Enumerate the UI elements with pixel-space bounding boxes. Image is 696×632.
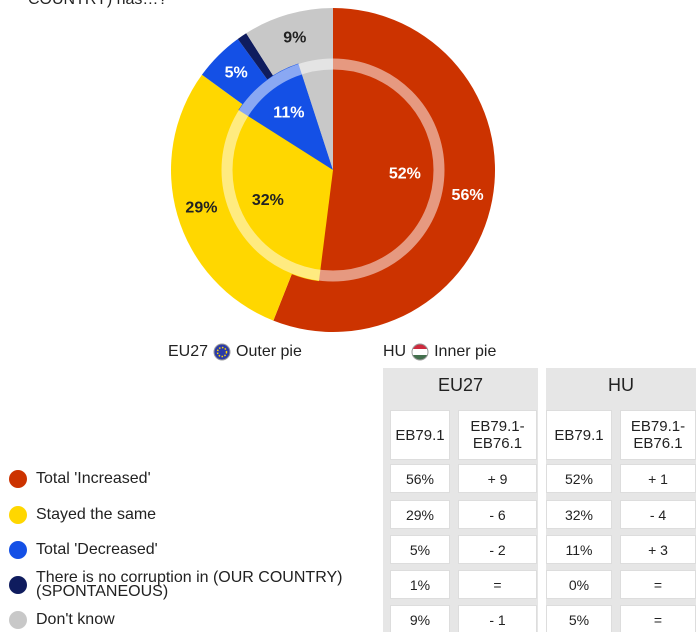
value-label: 32% [252,192,284,209]
table-cell: 0% [546,570,612,599]
group-header: HU [546,368,696,402]
value-label: 52% [389,166,421,183]
table-cell: - 6 [458,500,537,529]
slice [298,58,333,170]
table-cell: 52% [546,464,612,493]
ring [221,58,445,282]
slice [318,58,445,282]
table-cell: + 1 [620,464,696,493]
table-cell: 32% [546,500,612,529]
legend-ring: Outer pie [236,343,302,360]
legend-swatch [9,506,27,524]
table-cell: - 2 [458,535,537,564]
table-cell: 11% [546,535,612,564]
pie-chart: 56% 29% 5% 9% 52% 32% 11% [170,8,495,332]
table-cell: = [458,570,537,599]
legend-series: HU [383,343,407,360]
table-cell: 5% [390,535,450,564]
table-cell: - 4 [620,500,696,529]
legend-swatch [9,576,27,594]
column-header: EB79.1-EB76.1 [620,410,696,460]
legend-inner: HU Inner pie [383,343,496,361]
value-label: 9% [283,30,306,47]
value-label: 5% [225,64,248,81]
table-cell: + 3 [620,535,696,564]
value-label: 29% [185,199,217,216]
column-header: EB79.1-EB76.1 [458,410,537,460]
row-label: Total 'Decreased' [36,541,158,558]
eu-flag [213,343,231,361]
legend-ring: Inner pie [434,343,497,360]
table-cell: 5% [546,605,612,632]
group-header: EU27 [383,368,538,402]
column-header: EB79.1 [390,410,450,460]
row-label: Don't know [36,611,115,628]
table-cell: 1% [390,570,450,599]
legend-swatch [9,470,27,488]
row-label: There is no corruption in (OUR COUNTRY) … [36,569,343,600]
table-cell: 29% [390,500,450,529]
hu-flag [411,343,429,361]
value-label: 11% [273,104,304,121]
table-cell: - 1 [458,605,537,632]
value-label: 56% [452,187,484,204]
table-cell: + 9 [458,464,537,493]
table-cell: = [620,570,696,599]
title: COUNTRY) has…? [28,0,167,9]
legend-swatch [9,611,27,629]
table-cell: 9% [390,605,450,632]
row-label: Total 'Increased' [36,470,151,487]
table-cell: 56% [390,464,450,493]
row-label: Stayed the same [36,506,157,523]
table-cell: = [620,605,696,632]
legend-outer: EU27 Outer pie [168,343,302,361]
legend-swatch [9,541,27,559]
column-header: EB79.1 [546,410,612,460]
legend-series: EU27 [168,343,209,360]
